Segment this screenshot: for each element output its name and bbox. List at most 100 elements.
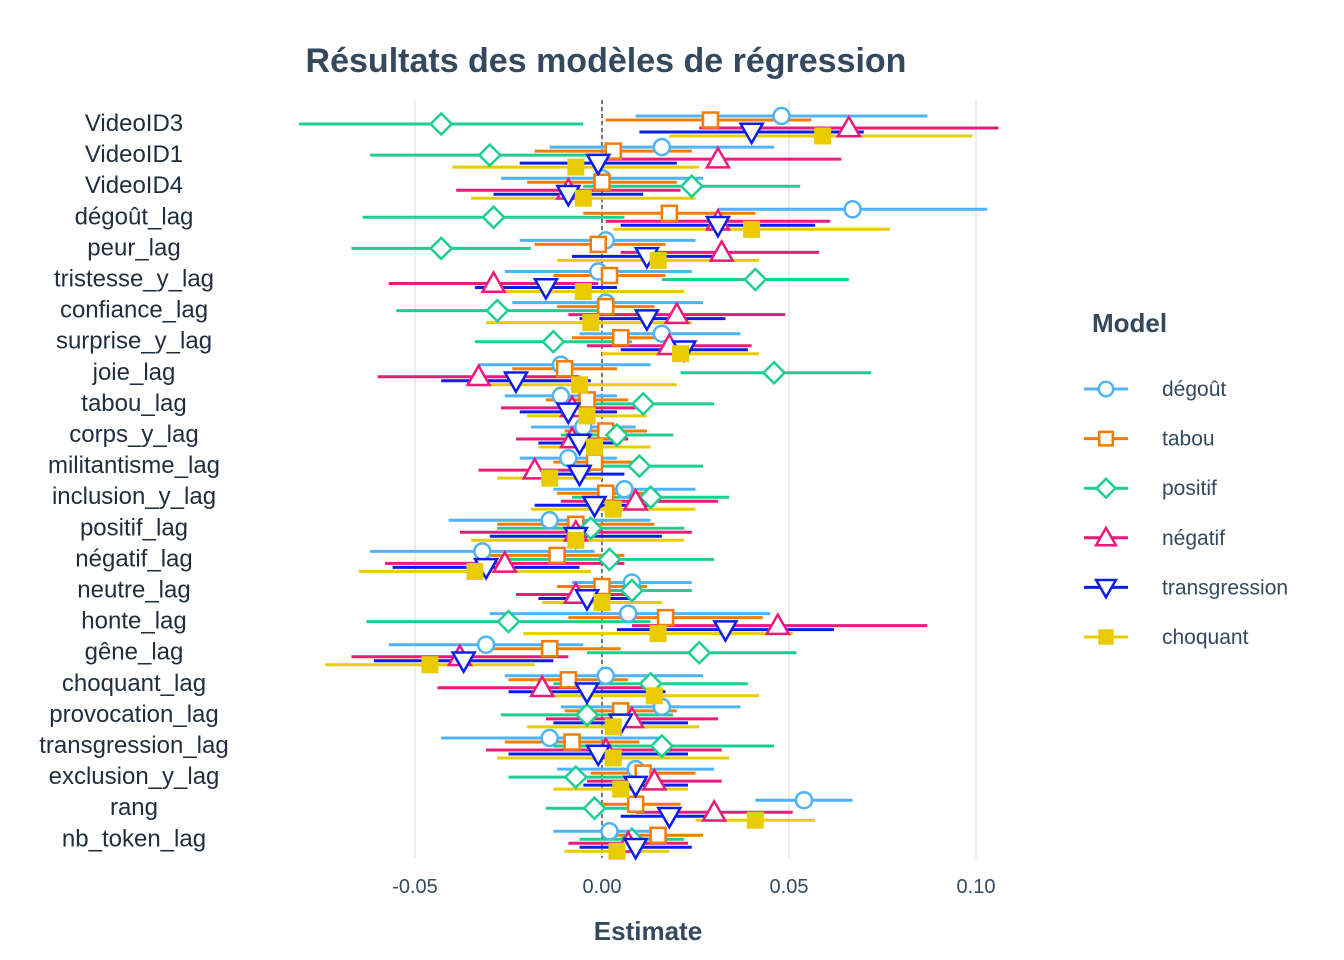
- y-term-label: gêne_lag: [85, 639, 184, 666]
- data-point: [571, 376, 589, 394]
- data-point: [485, 298, 510, 323]
- data-point: [597, 547, 622, 572]
- data-point: [567, 158, 585, 176]
- legend-marker: [1093, 578, 1119, 600]
- x-tick-label: 0.10: [957, 876, 996, 898]
- data-point: [622, 837, 649, 861]
- data-point: [712, 620, 739, 644]
- data-point: [581, 495, 608, 519]
- data-point: [743, 267, 768, 292]
- y-term-label: corps_y_lag: [69, 421, 198, 448]
- data-point: [559, 448, 578, 468]
- legend-label: transgression: [1162, 576, 1288, 599]
- series-points-positif: [428, 111, 787, 852]
- data-point: [618, 604, 638, 623]
- data-point: [630, 391, 656, 417]
- chart-title: Résultats des modèles de régression: [306, 42, 907, 80]
- y-term-label: confiance_lag: [60, 297, 208, 324]
- data-point: [746, 811, 764, 829]
- data-point: [608, 842, 626, 860]
- data-point: [738, 122, 765, 146]
- data-point: [578, 407, 596, 425]
- data-point: [566, 433, 593, 457]
- data-point: [573, 589, 601, 613]
- legend-marker: [1094, 476, 1118, 500]
- data-point: [835, 114, 862, 138]
- y-term-label: VideoID4: [85, 172, 183, 199]
- legend-label: tabou: [1162, 428, 1215, 451]
- data-point: [701, 798, 728, 822]
- data-point: [656, 806, 683, 830]
- data-point: [843, 200, 862, 219]
- data-point: [566, 464, 593, 488]
- data-point: [466, 562, 484, 580]
- data-point: [573, 682, 601, 706]
- data-point: [656, 608, 675, 627]
- data-point: [743, 220, 761, 238]
- y-term-label: joie_lag: [92, 359, 176, 386]
- y-term-label: peur_lag: [87, 234, 180, 261]
- data-point: [600, 266, 619, 285]
- y-term-label: VideoID3: [85, 110, 183, 137]
- data-point: [633, 309, 661, 333]
- data-point: [641, 767, 668, 791]
- series-négatif: [351, 126, 999, 845]
- data-point: [604, 749, 622, 767]
- y-term-label: surprise_y_lag: [56, 328, 212, 355]
- data-point: [638, 484, 663, 510]
- data-point: [604, 500, 622, 518]
- data-point: [672, 345, 690, 363]
- data-point: [619, 578, 645, 603]
- series-points-choquant: [421, 127, 832, 860]
- legend-marker: [1098, 430, 1114, 447]
- y-term-label: nb_token_lag: [62, 825, 206, 852]
- data-point: [541, 329, 566, 354]
- data-point: [477, 142, 503, 168]
- data-point: [589, 235, 608, 254]
- y-term-label: transgression_lag: [39, 732, 228, 759]
- data-point: [428, 236, 454, 261]
- data-point: [604, 422, 630, 448]
- x-axis-title: Estimate: [594, 916, 702, 946]
- data-point: [814, 127, 832, 145]
- data-point: [761, 360, 787, 386]
- data-point: [649, 251, 667, 269]
- data-point: [604, 718, 622, 736]
- data-point: [701, 111, 720, 129]
- data-point: [555, 184, 582, 208]
- data-point: [649, 733, 675, 759]
- data-point: [540, 728, 559, 748]
- y-term-label: VideoID1: [85, 141, 183, 168]
- data-point: [704, 215, 732, 239]
- data-point: [686, 640, 712, 665]
- data-point: [559, 671, 578, 689]
- data-point: [551, 386, 571, 406]
- legend-label: dégoût: [1162, 378, 1226, 401]
- data-point: [578, 391, 596, 409]
- data-point: [548, 546, 566, 565]
- legend: Model dégoût tabou positif négatif transgres…: [1084, 308, 1288, 649]
- data-point: [596, 297, 615, 316]
- data-point: [529, 674, 556, 698]
- data-point: [578, 516, 604, 541]
- data-point: [540, 639, 559, 658]
- data-point: [496, 609, 521, 634]
- data-point: [555, 402, 582, 426]
- y-term-label: négatif_lag: [75, 545, 192, 572]
- data-point: [593, 594, 611, 611]
- data-point: [502, 371, 530, 395]
- y-term-label: dégoût_lag: [75, 203, 194, 230]
- data-point: [585, 153, 612, 177]
- data-point: [649, 826, 667, 845]
- data-point: [622, 775, 649, 799]
- data-point: [541, 469, 559, 487]
- data-point: [563, 733, 581, 751]
- data-point: [450, 651, 477, 675]
- data-point: [615, 479, 634, 499]
- data-point: [593, 173, 611, 191]
- data-point: [574, 702, 600, 728]
- series-positif: [299, 122, 872, 841]
- data-point: [586, 438, 604, 456]
- y-axis-term-labels: VideoID3 VideoID1 VideoID4 dégoût_lag peur_l…: [39, 110, 228, 852]
